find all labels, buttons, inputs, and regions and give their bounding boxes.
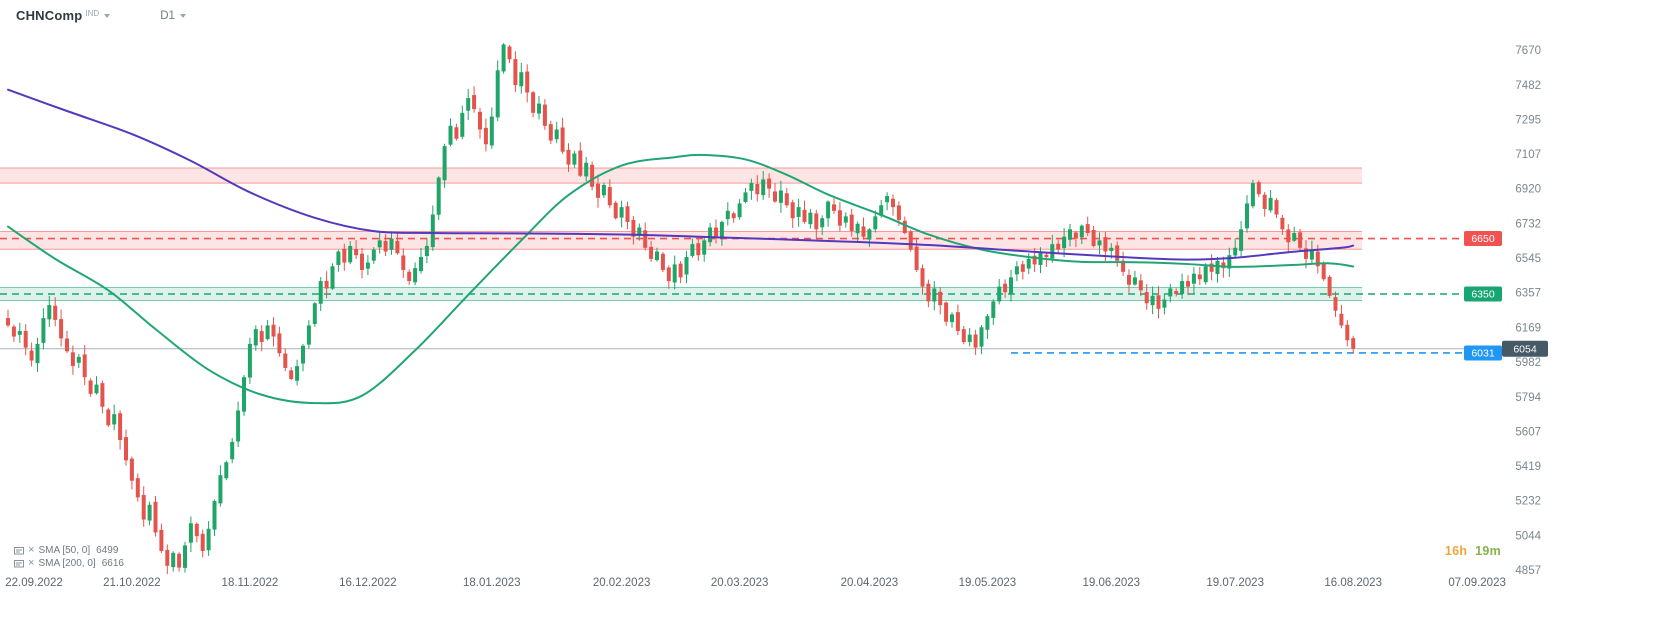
svg-text:16.08.2023: 16.08.2023: [1324, 577, 1382, 589]
sma200-line[interactable]: [7, 88, 1355, 261]
price-axis[interactable]: 7670 7482 7295 7107 6920 6732 6545 6357 6169 5982…: [1515, 45, 1541, 577]
svg-text:6920: 6920: [1515, 184, 1541, 196]
countdown-hours: 16h: [1444, 544, 1468, 558]
svg-text:5232: 5232: [1515, 496, 1541, 508]
resistance-zone-6650[interactable]: [0, 231, 1362, 250]
indicator-label: SMA [200, 0]: [38, 558, 96, 569]
svg-text:6031: 6031: [1471, 348, 1495, 360]
indicator-value: 6499: [96, 545, 119, 556]
svg-text:6169: 6169: [1515, 322, 1541, 334]
market-tag: IND: [85, 8, 100, 18]
symbol-name: CHNComp: [16, 8, 83, 23]
svg-text:7295: 7295: [1515, 114, 1541, 126]
indicator-row-sma50: × SMA [50, 0] 6499: [14, 544, 124, 557]
indicator-row-sma200: × SMA [200, 0] 6616: [14, 557, 124, 570]
indicator-label: SMA [50, 0]: [38, 545, 91, 556]
svg-text:5419: 5419: [1515, 461, 1541, 473]
indicator-legend: × SMA [50, 0] 6499 × SMA [200, 0] 6616: [14, 544, 124, 570]
session-countdown: 16h 19m: [1445, 544, 1501, 558]
svg-text:07.09.2023: 07.09.2023: [1448, 577, 1506, 589]
support-zone-6350[interactable]: [0, 287, 1362, 301]
svg-text:19.05.2023: 19.05.2023: [959, 577, 1017, 589]
price-label-6650: 6650: [1464, 231, 1502, 247]
svg-text:7482: 7482: [1515, 80, 1541, 92]
svg-text:18.11.2022: 18.11.2022: [222, 577, 279, 589]
svg-text:20.02.2023: 20.02.2023: [593, 577, 651, 589]
svg-text:19.06.2023: 19.06.2023: [1083, 577, 1141, 589]
resistance-zone-upper[interactable]: [0, 167, 1362, 184]
svg-text:20.04.2023: 20.04.2023: [841, 577, 899, 589]
svg-text:20.03.2023: 20.03.2023: [711, 577, 769, 589]
svg-text:4857: 4857: [1515, 565, 1541, 577]
timeframe-dropdown-caret-icon: [179, 13, 186, 18]
indicator-settings-icon[interactable]: [14, 559, 24, 569]
symbol-dropdown-caret-icon[interactable]: [104, 13, 111, 18]
svg-text:5794: 5794: [1515, 392, 1541, 404]
svg-text:5044: 5044: [1515, 530, 1541, 542]
svg-text:18.01.2023: 18.01.2023: [463, 577, 521, 589]
current-price-label: 6054: [1502, 340, 1548, 357]
svg-text:6545: 6545: [1515, 253, 1541, 265]
indicator-remove-icon[interactable]: ×: [28, 544, 35, 556]
svg-text:21.10.2022: 21.10.2022: [103, 577, 161, 589]
time-axis[interactable]: 22.09.2022 21.10.2022 18.11.2022 16.12.2022…: [5, 577, 1506, 589]
candles-layer: [6, 43, 1356, 575]
indicator-settings-icon[interactable]: [14, 546, 24, 556]
timeframe-selector[interactable]: D1: [160, 10, 186, 22]
svg-text:6350: 6350: [1471, 289, 1495, 301]
svg-text:6732: 6732: [1515, 218, 1541, 230]
svg-text:7670: 7670: [1515, 45, 1541, 57]
indicator-value: 6616: [101, 558, 124, 569]
svg-text:7107: 7107: [1515, 149, 1541, 161]
svg-text:16.12.2022: 16.12.2022: [339, 577, 397, 589]
svg-text:19.07.2023: 19.07.2023: [1206, 577, 1264, 589]
svg-text:5607: 5607: [1515, 426, 1541, 438]
svg-text:6357: 6357: [1515, 288, 1541, 300]
instrument-header: CHNComp IND D1: [16, 8, 186, 23]
price-label-6031: 6031: [1464, 345, 1502, 361]
sma50-line[interactable]: [7, 153, 1355, 405]
svg-text:6054: 6054: [1513, 343, 1537, 355]
price-label-6350: 6350: [1464, 286, 1502, 302]
timeframe-label: D1: [160, 9, 175, 22]
indicator-remove-icon[interactable]: ×: [28, 557, 35, 569]
svg-text:6650: 6650: [1471, 233, 1495, 245]
svg-text:5982: 5982: [1515, 357, 1541, 369]
countdown-minutes: 19m: [1475, 544, 1501, 558]
svg-text:22.09.2022: 22.09.2022: [5, 577, 63, 589]
